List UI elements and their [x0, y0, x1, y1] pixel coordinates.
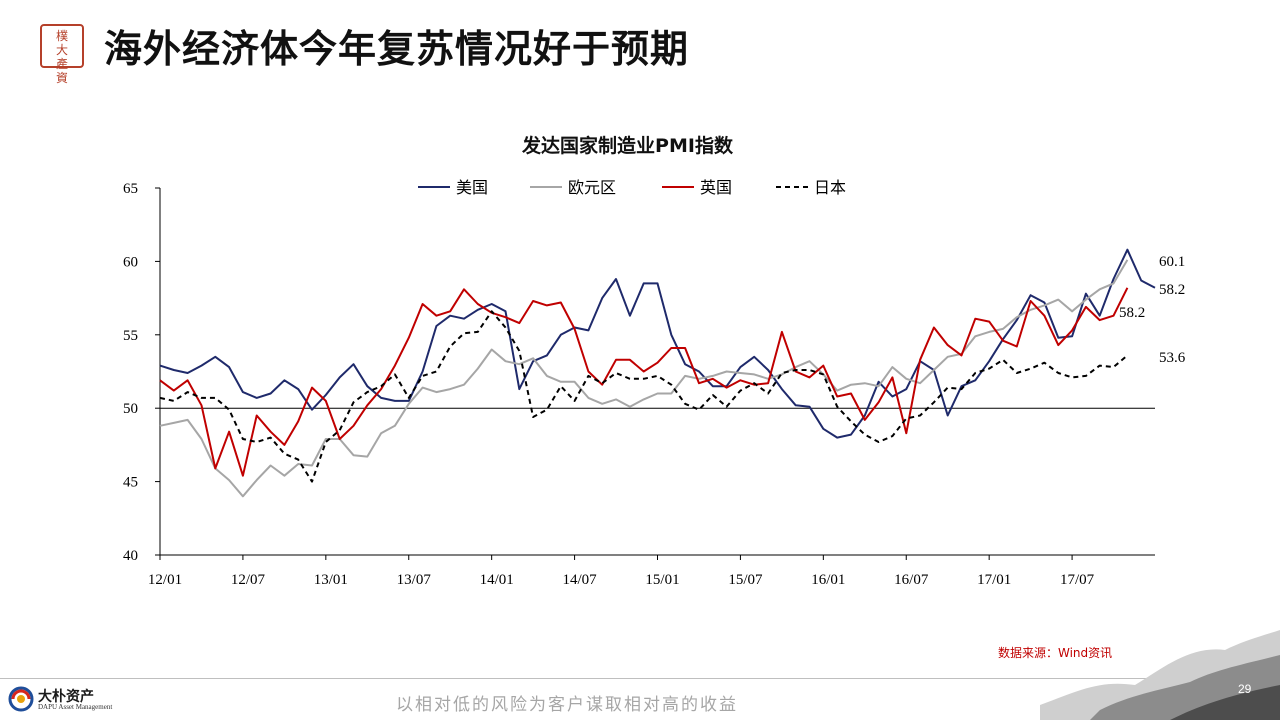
footer-slogan: 以相对低的风险为客户谋取相对高的收益 — [396, 695, 738, 715]
series-line-日本 — [159, 310, 1129, 483]
end-label-欧元区: 60.1 — [1159, 254, 1185, 270]
chart-title: 发达国家制造业PMI指数 — [521, 134, 734, 157]
footer-company-name-en: DAPU Asset Management — [38, 703, 113, 711]
end-label-英国: 58.2 — [1119, 305, 1145, 321]
series-line-英国 — [159, 287, 1129, 477]
series-line-美国 — [159, 248, 1156, 439]
x-tick-label: 16/01 — [811, 572, 845, 588]
y-tick-label: 60 — [123, 254, 138, 270]
legend-label-欧元区: 欧元区 — [568, 178, 616, 197]
ink-landscape-decoration — [1040, 630, 1280, 720]
y-tick-label: 40 — [123, 548, 138, 564]
x-tick-label: 16/07 — [894, 572, 929, 588]
y-tick-label: 45 — [123, 475, 138, 491]
footer-company-logo: 大朴资产 DAPU Asset Management — [8, 684, 128, 714]
y-tick-label: 55 — [123, 328, 138, 344]
y-tick-label: 50 — [123, 401, 138, 417]
pmi-line-chart: 发达国家制造业PMI指数 40 45 50 55 60 65 12/01 12/07 13/01 1… — [123, 134, 1186, 588]
x-tick-label: 12/07 — [231, 572, 266, 588]
end-label-日本: 53.6 — [1159, 350, 1186, 366]
x-tick-label: 13/07 — [397, 572, 432, 588]
end-label-美国: 58.2 — [1159, 282, 1185, 298]
footer-company-name: 大朴资产 — [38, 689, 94, 705]
x-tick-label: 17/01 — [977, 572, 1011, 588]
page-title: 海外经济体今年复苏情况好于预期 — [104, 27, 690, 71]
x-tick-label: 15/07 — [728, 572, 763, 588]
x-tick-label: 13/01 — [314, 572, 348, 588]
legend-label-美国: 美国 — [456, 178, 488, 197]
x-tick-label: 14/01 — [480, 572, 514, 588]
dapu-logo-icon — [8, 686, 34, 712]
legend-label-英国: 英国 — [700, 178, 732, 197]
page-number: 29 — [1238, 682, 1252, 696]
data-source-note: 数据来源：Wind资讯 — [998, 646, 1113, 660]
legend-label-日本: 日本 — [814, 178, 846, 197]
footer-divider — [0, 678, 1280, 679]
x-tick-label: 17/07 — [1060, 572, 1095, 588]
company-seal-logo: 樸大產資 — [40, 24, 84, 85]
series-line-欧元区 — [159, 259, 1129, 498]
y-tick-label: 65 — [123, 181, 138, 197]
x-tick-label: 14/07 — [562, 572, 597, 588]
x-tick-label: 12/01 — [148, 572, 182, 588]
x-tick-label: 15/01 — [645, 572, 679, 588]
